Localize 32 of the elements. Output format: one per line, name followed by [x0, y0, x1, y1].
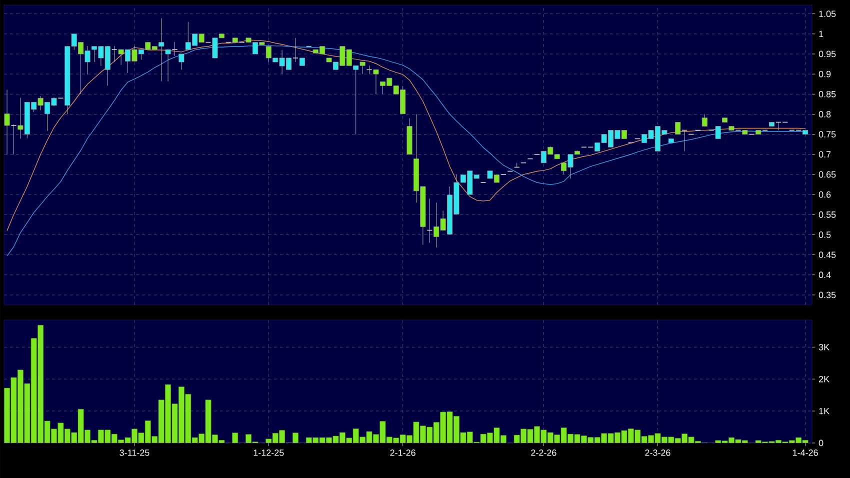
y-tick-label: 1	[819, 30, 824, 37]
y-tick-label: 1.05	[819, 10, 836, 18]
y-tick-label: 0.45	[818, 252, 836, 258]
x-tick-label: 2-1-26	[390, 450, 416, 456]
y-tick-label: 0.7	[818, 151, 831, 158]
x-tick-label: 2-3-26	[645, 450, 670, 456]
y-tick-label: 0	[818, 440, 824, 446]
x-tick-label: 2-2-26	[531, 450, 556, 456]
candlestick	[10, 124, 17, 155]
x-tick-label: 3-11-25	[120, 450, 150, 456]
y-tick-label: 0.8	[818, 111, 831, 118]
candlestick	[178, 54, 184, 70]
y-tick-label: 0.9	[818, 70, 831, 78]
y-tick-label: 2K	[818, 376, 830, 382]
y-tick-label: 0.6	[818, 191, 831, 198]
y-tick-label: 0.75	[818, 131, 836, 138]
candlestick	[292, 38, 298, 62]
y-tick-label: 0.4	[818, 272, 831, 278]
candlestick	[702, 114, 708, 127]
y-tick-label: 0.35	[818, 292, 836, 298]
bar	[232, 432, 238, 443]
y-tick-label: 0.65	[818, 171, 836, 178]
candlestick	[172, 42, 178, 56]
x-tick-label: 1-12-25	[254, 450, 284, 456]
y-tick-label: 1K	[819, 408, 830, 414]
x-tick-label: 1-4-26	[792, 450, 818, 456]
y-tick-label: 0.85	[818, 90, 836, 98]
y-tick-label: 0.95	[818, 50, 836, 58]
y-tick-label: 0.5	[818, 232, 831, 238]
candlestick	[111, 46, 118, 62]
y-tick-label: 0.55	[818, 211, 836, 218]
y-tick-label: 3K	[818, 344, 830, 350]
